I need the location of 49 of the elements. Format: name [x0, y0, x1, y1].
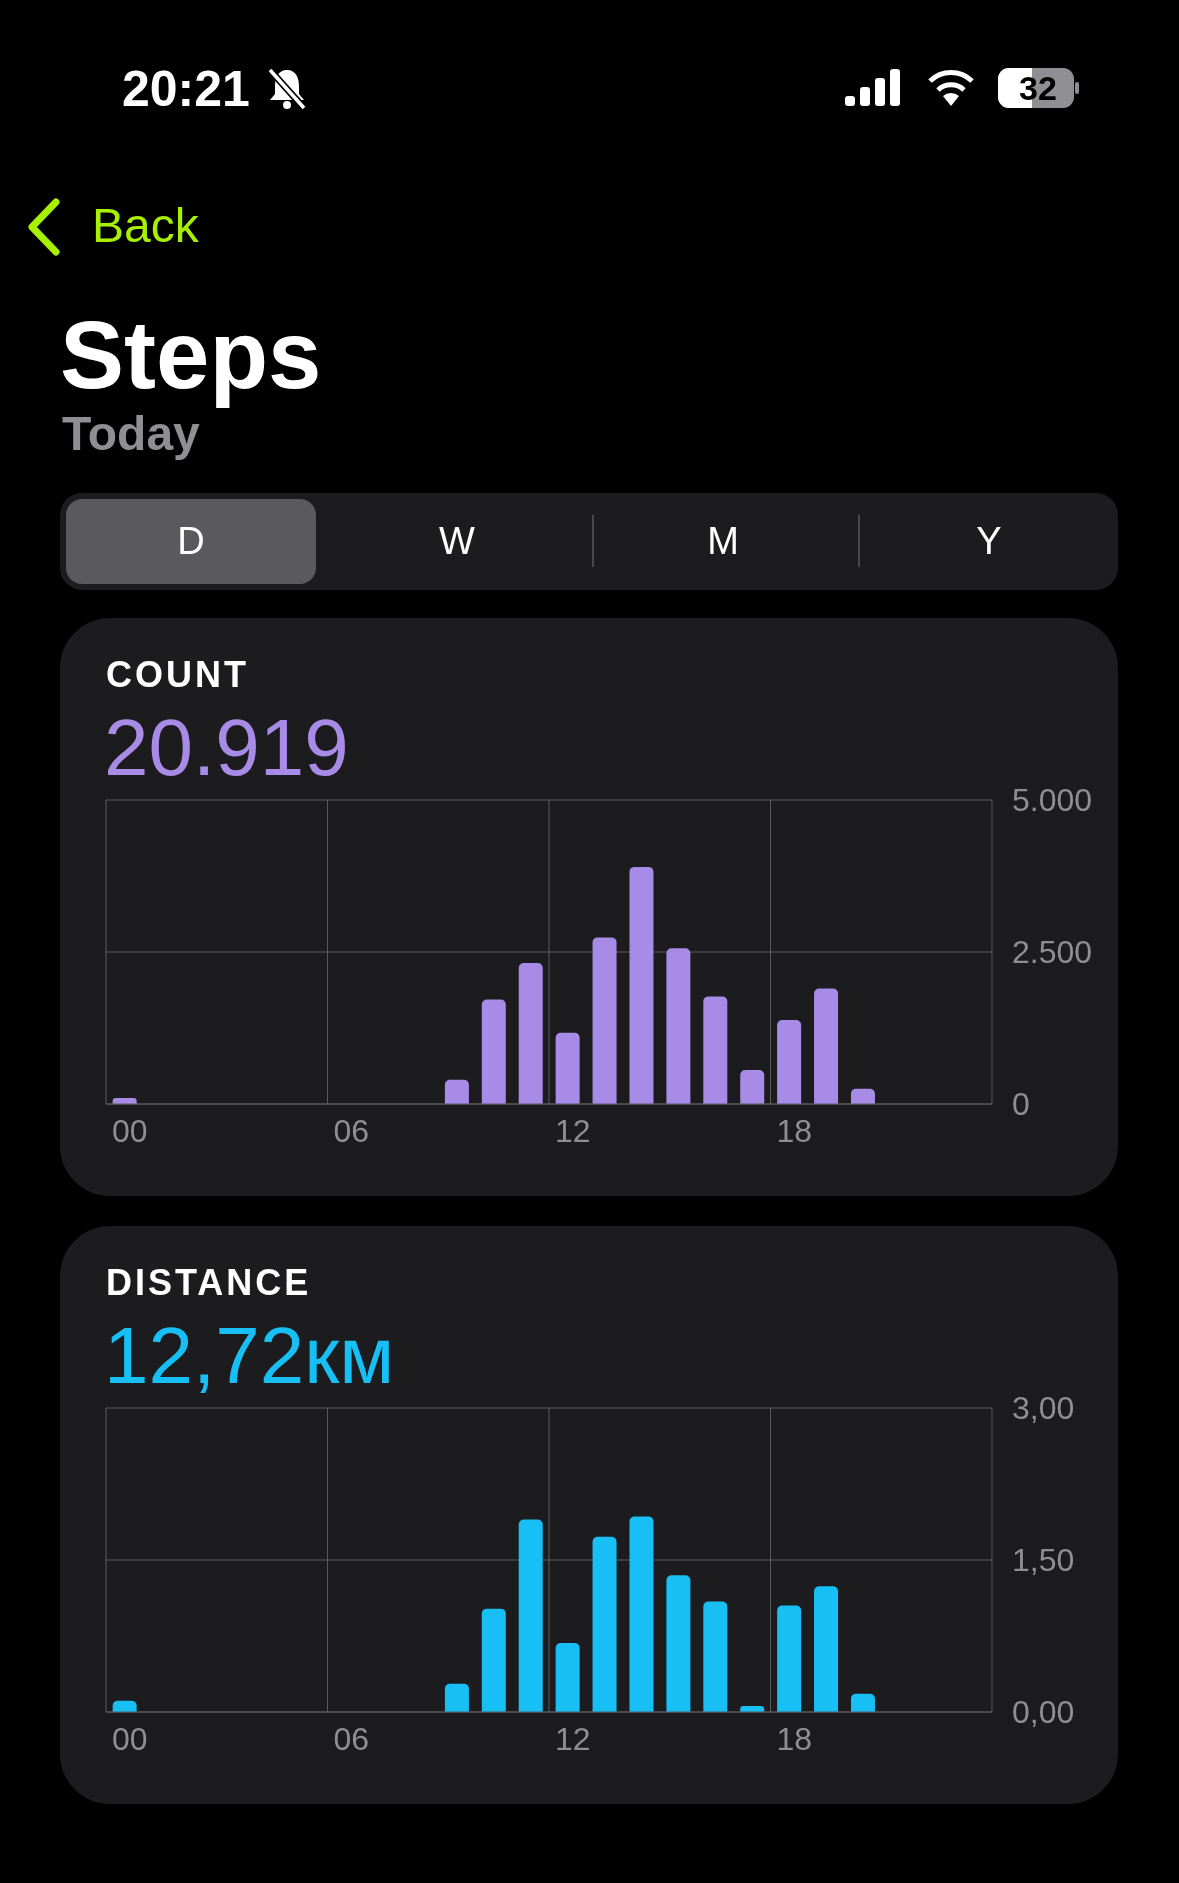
y-tick-label: 0,00: [1012, 1694, 1075, 1730]
x-tick-label: 06: [333, 1721, 370, 1757]
bar: [481, 999, 506, 1104]
text: W: [438, 519, 476, 564]
bar: [518, 1519, 543, 1712]
bar: [703, 996, 728, 1104]
chart-subtitle: 12,72км: [104, 1310, 395, 1402]
text: M: [706, 519, 740, 564]
bar: [592, 1536, 617, 1712]
bar: [444, 1683, 469, 1712]
bar: [740, 1069, 765, 1104]
x-tick-label: 00: [112, 1721, 148, 1757]
chart-title: DISTANCE: [106, 1262, 312, 1304]
x-tick-label: 12: [555, 1113, 591, 1149]
y-tick-label: 5.000: [1012, 782, 1093, 818]
text: 20:21: [122, 60, 250, 118]
x-tick-label: 18: [776, 1721, 813, 1757]
bar: [444, 1079, 469, 1104]
bar: [592, 937, 617, 1104]
bar: [481, 1608, 506, 1712]
bar: [777, 1020, 802, 1104]
text: Back: [92, 198, 199, 253]
chart-title: COUNT: [106, 654, 249, 696]
y-tick-label: 0: [1012, 1086, 1030, 1122]
text: Steps: [60, 300, 322, 410]
y-tick-label: 1,50: [1012, 1542, 1075, 1578]
bar: [703, 1601, 728, 1712]
bar: [629, 866, 654, 1104]
text: Today: [62, 407, 200, 461]
x-tick-label: 12: [555, 1721, 591, 1757]
bar: [518, 962, 543, 1104]
bar: [850, 1693, 875, 1712]
bar: [850, 1088, 875, 1104]
x-tick-label: 00: [112, 1113, 148, 1149]
text: D: [66, 499, 316, 584]
y-tick-label: 2.500: [1012, 934, 1093, 970]
bar: [814, 988, 839, 1104]
x-tick-label: 06: [333, 1113, 370, 1149]
y-tick-label: 3,00: [1012, 1390, 1075, 1426]
bar: [629, 1516, 654, 1712]
bar: [666, 948, 691, 1104]
x-tick-label: 18: [776, 1113, 813, 1149]
bar: [555, 1032, 580, 1104]
bar: [555, 1643, 580, 1712]
bar: [814, 1586, 839, 1712]
text: Y: [975, 519, 1003, 564]
bar: [777, 1605, 802, 1712]
bar: [666, 1575, 691, 1712]
chart-subtitle: 20.919: [104, 702, 349, 794]
